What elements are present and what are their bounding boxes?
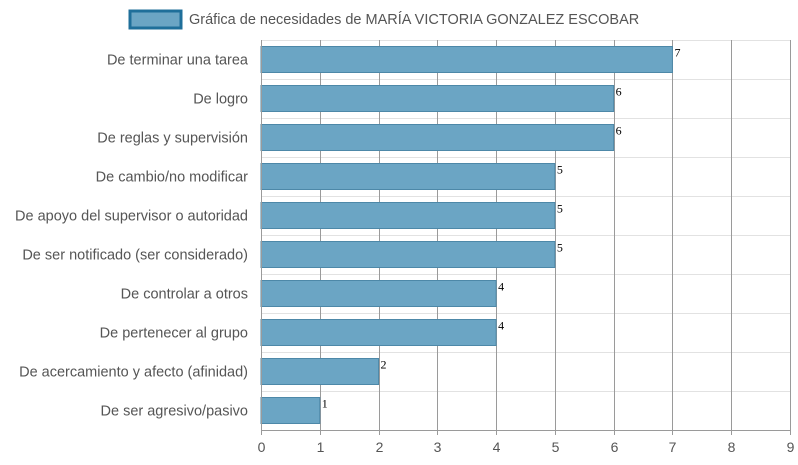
category-label: De apoyo del supervisor o autoridad xyxy=(15,209,248,225)
value-label: 5 xyxy=(557,163,563,177)
value-label: 6 xyxy=(616,124,622,138)
value-label: 7 xyxy=(674,46,680,60)
legend-label[interactable]: Gráfica de necesidades de MARÍA VICTORIA… xyxy=(189,11,639,28)
bars xyxy=(260,46,673,424)
category-labels: De terminar una tarea De logro De reglas y… xyxy=(15,53,249,420)
bar[interactable] xyxy=(260,85,615,112)
legend[interactable]: Gráfica de necesidades de MARÍA VICTORIA… xyxy=(128,9,639,30)
value-label: 1 xyxy=(322,397,328,411)
category-label: De logro xyxy=(193,92,248,108)
x-tick-label: 7 xyxy=(669,439,677,455)
category-label: De terminar una tarea xyxy=(107,53,249,69)
x-tick-label: 8 xyxy=(728,439,736,455)
x-tick-label: 4 xyxy=(493,439,501,455)
value-label: 5 xyxy=(557,202,563,216)
category-label: De ser agresivo/pasivo xyxy=(101,404,249,420)
category-label: De ser notificado (ser considerado) xyxy=(22,248,248,264)
value-label: 2 xyxy=(381,358,387,372)
bar[interactable] xyxy=(260,241,556,268)
bar[interactable] xyxy=(260,280,497,307)
value-label: 5 xyxy=(557,241,563,255)
bar[interactable] xyxy=(260,202,556,229)
x-tick-label: 5 xyxy=(552,439,560,455)
category-label: De acercamiento y afecto (afinidad) xyxy=(19,365,248,381)
category-label: De reglas y supervisión xyxy=(97,131,248,147)
x-tick-label: 9 xyxy=(787,439,795,455)
value-label: 6 xyxy=(616,85,622,99)
bar[interactable] xyxy=(260,319,497,346)
x-tick-labels: 0 1 2 3 4 5 6 7 8 9 xyxy=(258,439,795,455)
value-label: 4 xyxy=(498,319,504,333)
x-tick-label: 2 xyxy=(376,439,384,455)
bar[interactable] xyxy=(260,46,673,73)
axes xyxy=(261,40,790,435)
legend-swatch[interactable] xyxy=(128,9,183,30)
x-tick-label: 3 xyxy=(434,439,442,455)
value-labels: 7 6 6 5 5 5 4 4 2 1 xyxy=(322,46,681,411)
category-label: De controlar a otros xyxy=(121,287,248,303)
value-label: 4 xyxy=(498,280,504,294)
x-tick-label: 1 xyxy=(317,439,325,455)
x-tick-label: 0 xyxy=(258,439,266,455)
bar[interactable] xyxy=(260,163,556,190)
bar[interactable] xyxy=(260,124,615,151)
category-label: De pertenecer al grupo xyxy=(100,326,248,342)
category-label: De cambio/no modificar xyxy=(96,170,248,186)
x-tick-label: 6 xyxy=(611,439,619,455)
bar[interactable] xyxy=(260,397,321,424)
bar[interactable] xyxy=(260,358,380,385)
